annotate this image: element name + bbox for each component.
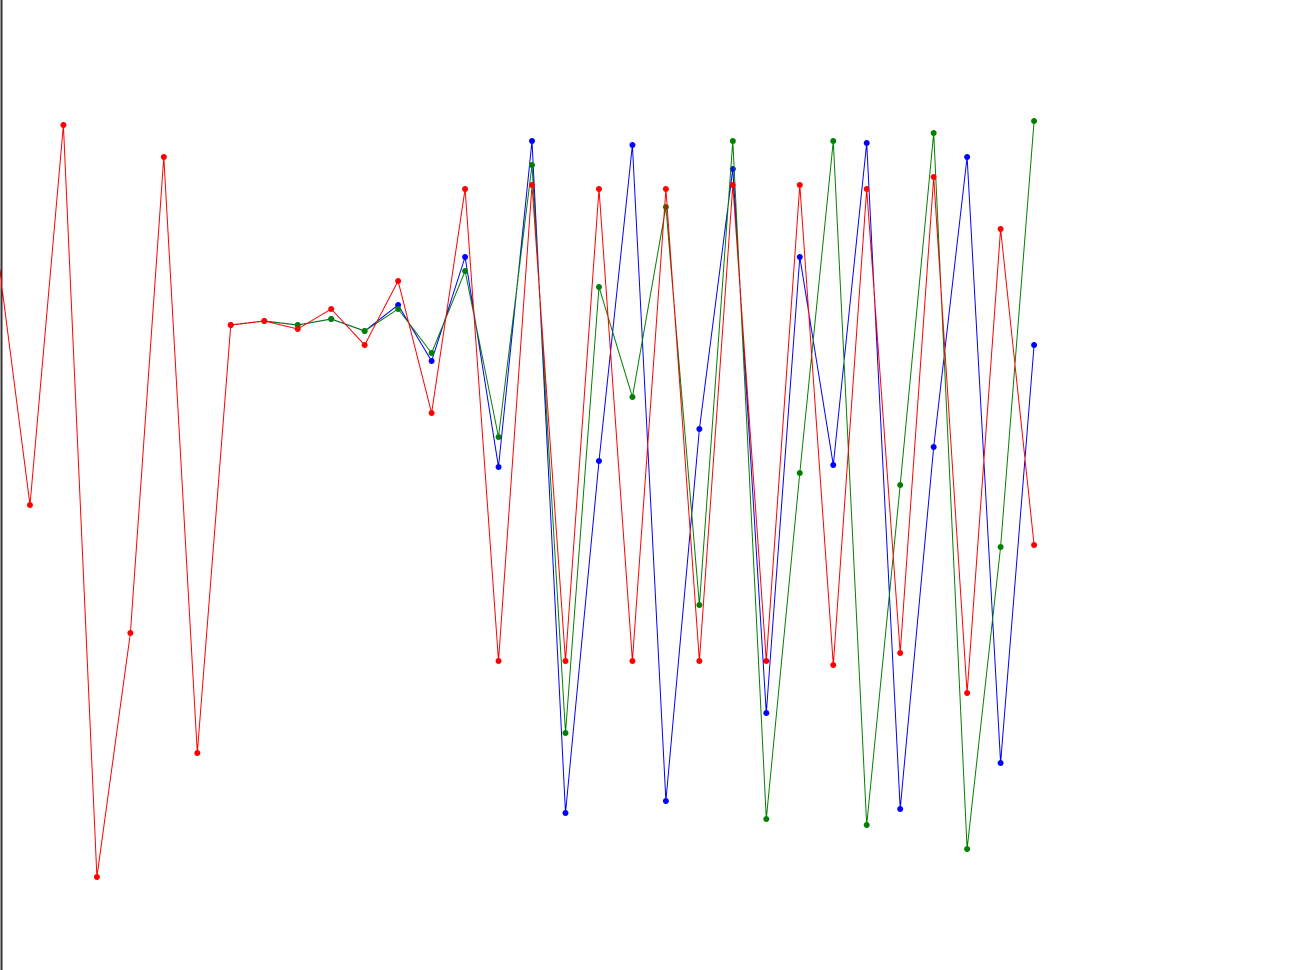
series-line	[230, 120, 1035, 850]
data-point	[495, 658, 502, 664]
data-point	[428, 358, 435, 364]
data-point	[328, 316, 335, 322]
data-point	[294, 326, 301, 332]
data-point	[127, 630, 134, 636]
data-point	[1031, 542, 1038, 548]
data-point	[897, 482, 904, 488]
data-point	[997, 760, 1004, 766]
data-point	[729, 182, 736, 188]
data-point	[796, 470, 803, 476]
data-point	[696, 426, 703, 432]
data-point	[930, 444, 937, 450]
data-point	[462, 254, 469, 260]
data-point	[997, 544, 1004, 550]
series-1	[227, 118, 1038, 852]
data-point	[897, 806, 904, 812]
data-point	[328, 306, 335, 312]
data-point	[462, 268, 469, 274]
data-point	[629, 142, 636, 148]
data-point	[395, 278, 402, 284]
data-point	[562, 658, 569, 664]
series-2	[0, 122, 1038, 880]
data-point	[194, 750, 201, 756]
series-line	[230, 140, 1035, 814]
data-point	[763, 710, 770, 716]
data-point	[830, 662, 837, 668]
data-point	[863, 186, 870, 192]
data-point	[930, 130, 937, 136]
data-point	[964, 846, 971, 852]
data-point	[227, 322, 234, 328]
data-point	[395, 306, 402, 312]
data-point	[26, 502, 33, 508]
data-point	[696, 602, 703, 608]
data-point	[662, 186, 669, 192]
data-point	[729, 138, 736, 144]
data-point	[897, 650, 904, 656]
data-point	[830, 138, 837, 144]
data-point	[763, 658, 770, 664]
data-point	[595, 458, 602, 464]
data-point	[997, 226, 1004, 232]
data-point	[160, 154, 167, 160]
data-point	[930, 174, 937, 180]
series-0	[227, 138, 1038, 816]
data-point	[529, 138, 536, 144]
data-point	[529, 162, 536, 168]
data-point	[428, 410, 435, 416]
data-point	[662, 798, 669, 804]
data-point	[796, 254, 803, 260]
data-point	[595, 186, 602, 192]
data-point	[662, 204, 669, 210]
data-point	[261, 318, 268, 324]
data-point	[93, 874, 100, 880]
data-point	[763, 816, 770, 822]
data-point	[562, 730, 569, 736]
data-point	[863, 140, 870, 146]
data-point	[428, 350, 435, 356]
data-point	[1031, 118, 1038, 124]
data-point	[60, 122, 67, 128]
data-point	[361, 342, 368, 348]
data-point	[595, 284, 602, 290]
data-point	[863, 822, 870, 828]
data-point	[495, 434, 502, 440]
data-point	[529, 182, 536, 188]
data-point	[562, 810, 569, 816]
series-line	[0, 124, 1035, 878]
data-point	[796, 182, 803, 188]
series-layer	[0, 118, 1038, 880]
data-point	[629, 658, 636, 664]
data-point	[495, 464, 502, 470]
data-point	[361, 328, 368, 334]
data-point	[830, 462, 837, 468]
data-point	[964, 154, 971, 160]
data-point	[964, 690, 971, 696]
data-point	[462, 186, 469, 192]
data-point	[1031, 342, 1038, 348]
data-point	[696, 658, 703, 664]
data-point	[629, 394, 636, 400]
